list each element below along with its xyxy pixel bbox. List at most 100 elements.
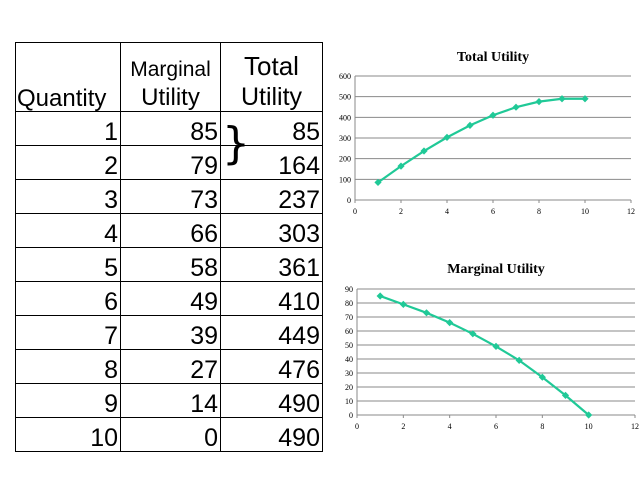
marginal-utility-cell: 85 <box>120 111 221 146</box>
utility-table: Quantity Marginal Utility Total Utility … <box>15 42 323 452</box>
marginal-utility-cell: 73 <box>120 179 221 214</box>
y-tick-label: 500 <box>339 93 351 102</box>
quantity-cell: 8 <box>15 349 121 384</box>
data-point <box>446 319 454 327</box>
total-utility-cell: 490 <box>220 383 323 418</box>
series-line <box>377 97 585 184</box>
series-line <box>379 294 590 416</box>
y-tick-label: 50 <box>345 341 353 350</box>
table-row: 8 27 476 <box>15 349 323 384</box>
marginal-utility-cell: 27 <box>120 349 221 384</box>
x-tick-label: 0 <box>353 207 357 216</box>
quantity-cell: 4 <box>15 213 121 248</box>
data-point <box>399 300 407 308</box>
table-row: 5 58 361 <box>15 247 323 282</box>
y-tick-label: 400 <box>339 113 351 122</box>
data-point <box>374 178 382 187</box>
marginal-utility-cell: 79 <box>120 145 221 180</box>
quantity-header: Quantity <box>15 42 121 112</box>
x-tick-label: 6 <box>494 422 498 431</box>
x-tick-label: 8 <box>540 422 544 431</box>
x-tick-label: 10 <box>585 422 593 431</box>
y-tick-label: 100 <box>339 175 351 184</box>
marginal-utility-header: Marginal Utility <box>120 42 221 112</box>
x-tick-label: 2 <box>399 207 403 216</box>
chart-title: Total Utility <box>457 50 529 65</box>
total-utility-cell: 85 <box>220 111 323 146</box>
table-row: 2 79 164 <box>15 145 323 180</box>
data-point <box>585 411 593 419</box>
quantity-cell: 6 <box>15 281 121 316</box>
total-utility-cell: 303 <box>220 213 323 248</box>
y-tick-label: 300 <box>339 134 351 143</box>
total-utility-header: Total Utility <box>220 42 323 112</box>
data-point <box>489 111 497 119</box>
quantity-cell: 10 <box>15 417 121 452</box>
quantity-cell: 9 <box>15 383 121 418</box>
table-row: 4 66 303 <box>15 213 323 248</box>
table-row: 10 0 490 <box>15 417 323 452</box>
x-tick-label: 4 <box>448 422 452 431</box>
total-header-line1: Total <box>244 51 299 81</box>
table-row: 6 49 410 <box>15 281 323 316</box>
data-point <box>492 342 500 350</box>
quantity-cell: 3 <box>15 179 121 214</box>
data-point <box>512 103 520 111</box>
y-tick-label: 30 <box>345 369 353 378</box>
marginal-header-line2: Utility <box>141 84 200 111</box>
quantity-cell: 5 <box>15 247 121 282</box>
marginal-utility-chart: Marginal Utility 0 10 20 30 40 50 60 70 80 90 0 2 4 6 8… <box>345 262 639 431</box>
data-point <box>535 98 543 106</box>
y-tick-label: 600 <box>339 72 351 81</box>
table-row: 3 73 237 <box>15 179 323 214</box>
table-header-row: Quantity Marginal Utility Total Utility <box>15 42 323 112</box>
total-header-line2: Utility <box>240 83 303 111</box>
marginal-utility-cell: 66 <box>120 213 221 248</box>
total-utility-cell: 164 <box>220 145 323 180</box>
data-point <box>422 309 431 317</box>
marginal-utility-cell: 14 <box>120 383 221 418</box>
x-tick-label: 2 <box>401 422 405 431</box>
x-tick-label: 4 <box>445 207 449 216</box>
data-point <box>443 133 451 141</box>
marginal-utility-cell: 58 <box>120 247 221 282</box>
bracket-annotation: } <box>222 118 250 169</box>
quantity-cell: 2 <box>15 145 121 180</box>
quantity-cell: 7 <box>15 315 121 350</box>
y-tick-label: 80 <box>345 299 353 308</box>
y-tick-label: 200 <box>339 155 351 164</box>
total-utility-cell: 476 <box>220 349 323 384</box>
marginal-utility-cell: 49 <box>120 281 221 316</box>
marginal-utility-cell: 0 <box>120 417 221 452</box>
y-tick-label: 20 <box>345 383 353 392</box>
data-point <box>581 95 589 103</box>
table-row: 1 85 85 <box>15 111 323 146</box>
x-tick-label: 12 <box>627 207 635 216</box>
chart-title: Marginal Utility <box>447 262 545 277</box>
x-tick-label: 8 <box>537 207 541 216</box>
data-point <box>420 147 428 155</box>
table-row: 7 39 449 <box>15 315 323 350</box>
data-point <box>376 292 384 300</box>
y-tick-label: 0 <box>349 411 353 420</box>
quantity-cell: 1 <box>15 111 121 146</box>
total-utility-chart: Total Utility 0 100 200 300 400 500 600 0 2 4 6 8 10 1… <box>339 50 635 216</box>
total-utility-cell: 361 <box>220 247 323 282</box>
y-tick-label: 40 <box>345 355 353 364</box>
table-row: 9 14 490 <box>15 383 323 418</box>
x-tick-label: 10 <box>581 207 589 216</box>
y-tick-label: 70 <box>345 313 353 322</box>
y-tick-label: 90 <box>345 285 353 294</box>
x-tick-label: 6 <box>491 207 495 216</box>
x-tick-label: 12 <box>631 422 639 431</box>
data-point <box>397 162 405 170</box>
data-point <box>558 95 566 103</box>
y-tick-label: 10 <box>345 397 353 406</box>
x-tick-label: 0 <box>355 422 359 431</box>
marginal-utility-cell: 39 <box>120 315 221 350</box>
total-utility-cell: 237 <box>220 179 323 214</box>
data-point <box>466 121 474 129</box>
total-utility-cell: 410 <box>220 281 323 316</box>
total-utility-cell: 490 <box>220 417 323 452</box>
y-tick-label: 0 <box>347 196 351 205</box>
